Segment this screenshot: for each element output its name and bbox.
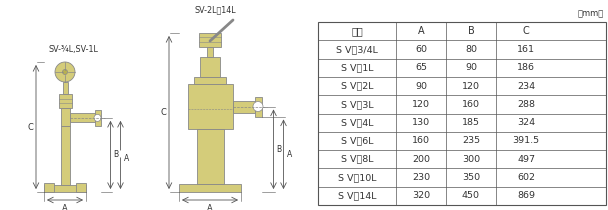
Text: 320: 320 <box>412 191 430 200</box>
Text: 130: 130 <box>412 118 430 127</box>
Text: S V－10L: S V－10L <box>338 173 376 182</box>
Bar <box>207 47 213 57</box>
Text: 450: 450 <box>462 191 480 200</box>
Text: S V－2L: S V－2L <box>340 81 373 91</box>
Bar <box>179 184 241 192</box>
Text: S V－3L: S V－3L <box>340 100 373 109</box>
Text: 90: 90 <box>465 63 477 72</box>
Bar <box>58 94 72 108</box>
Text: 602: 602 <box>517 173 535 182</box>
Text: SV-¾L,SV-1L: SV-¾L,SV-1L <box>48 45 98 54</box>
Bar <box>318 22 606 205</box>
Text: 120: 120 <box>412 100 430 109</box>
Text: 234: 234 <box>517 81 535 91</box>
Bar <box>194 77 226 84</box>
Bar <box>61 108 69 126</box>
Text: 80: 80 <box>465 45 477 54</box>
Bar <box>232 101 255 113</box>
Text: 161: 161 <box>517 45 535 54</box>
Text: B: B <box>114 150 119 159</box>
Text: 60: 60 <box>415 45 427 54</box>
Text: A: A <box>123 154 129 163</box>
Text: A: A <box>62 204 68 210</box>
Bar <box>61 126 69 185</box>
Text: 497: 497 <box>517 155 535 164</box>
Bar <box>44 185 86 192</box>
Text: S V－1L: S V－1L <box>340 63 373 72</box>
Bar <box>63 82 67 94</box>
Text: S V－14L: S V－14L <box>338 191 376 200</box>
Text: A: A <box>286 150 292 159</box>
Bar <box>94 110 100 126</box>
Text: 90: 90 <box>415 81 427 91</box>
Text: 160: 160 <box>462 100 480 109</box>
Circle shape <box>253 101 263 112</box>
Text: 235: 235 <box>462 136 480 146</box>
Text: B: B <box>277 145 282 154</box>
Text: 185: 185 <box>462 118 480 127</box>
Text: 200: 200 <box>412 155 430 164</box>
Text: 300: 300 <box>462 155 480 164</box>
Text: S V－6L: S V－6L <box>340 136 373 146</box>
Bar <box>69 113 94 122</box>
Bar <box>187 84 232 129</box>
Text: 324: 324 <box>517 118 535 127</box>
Text: SV-2L～14L: SV-2L～14L <box>194 5 236 14</box>
Bar <box>255 97 261 117</box>
Text: 288: 288 <box>517 100 535 109</box>
Text: S V－8L: S V－8L <box>340 155 373 164</box>
Text: （mm）: （mm） <box>578 9 604 18</box>
Text: 型式: 型式 <box>351 26 363 36</box>
Bar <box>200 57 220 77</box>
Circle shape <box>94 114 101 121</box>
Text: S V－4L: S V－4L <box>340 118 373 127</box>
Text: A: A <box>207 204 213 210</box>
Text: 230: 230 <box>412 173 430 182</box>
Circle shape <box>55 62 75 82</box>
Text: 391.5: 391.5 <box>513 136 539 146</box>
Bar <box>196 129 224 184</box>
Text: C: C <box>523 26 530 36</box>
Text: 186: 186 <box>517 63 535 72</box>
Circle shape <box>63 70 67 75</box>
Text: C: C <box>160 108 166 117</box>
Text: C: C <box>27 122 33 131</box>
Bar <box>199 33 221 47</box>
Bar <box>76 183 86 192</box>
Text: B: B <box>468 26 474 36</box>
Text: 350: 350 <box>462 173 480 182</box>
Bar <box>44 183 54 192</box>
Text: 160: 160 <box>412 136 430 146</box>
Text: 65: 65 <box>415 63 427 72</box>
Text: A: A <box>418 26 424 36</box>
Text: S V－3/4L: S V－3/4L <box>336 45 378 54</box>
Text: 120: 120 <box>462 81 480 91</box>
Text: 869: 869 <box>517 191 535 200</box>
